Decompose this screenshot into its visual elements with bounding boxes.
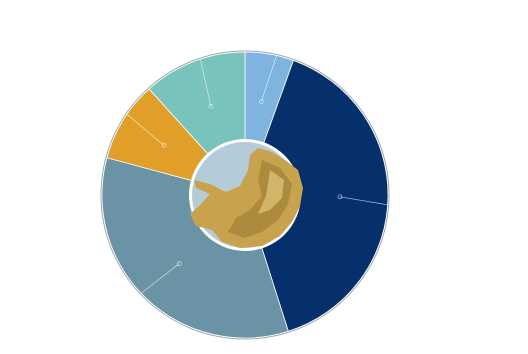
nugget-light bbox=[258, 170, 284, 214]
outer-ring bbox=[100, 50, 390, 340]
leader-dot bbox=[208, 103, 214, 109]
leader-line bbox=[140, 263, 180, 294]
leader-line bbox=[200, 59, 212, 107]
center-image bbox=[189, 139, 303, 251]
leader-dot bbox=[258, 99, 264, 104]
leader-dot bbox=[176, 261, 182, 266]
slices bbox=[101, 51, 389, 339]
leader-line bbox=[126, 114, 165, 146]
leader-dot bbox=[161, 143, 167, 148]
leader-dot bbox=[337, 194, 343, 200]
leader-line bbox=[339, 196, 388, 206]
leader-line bbox=[261, 55, 277, 102]
